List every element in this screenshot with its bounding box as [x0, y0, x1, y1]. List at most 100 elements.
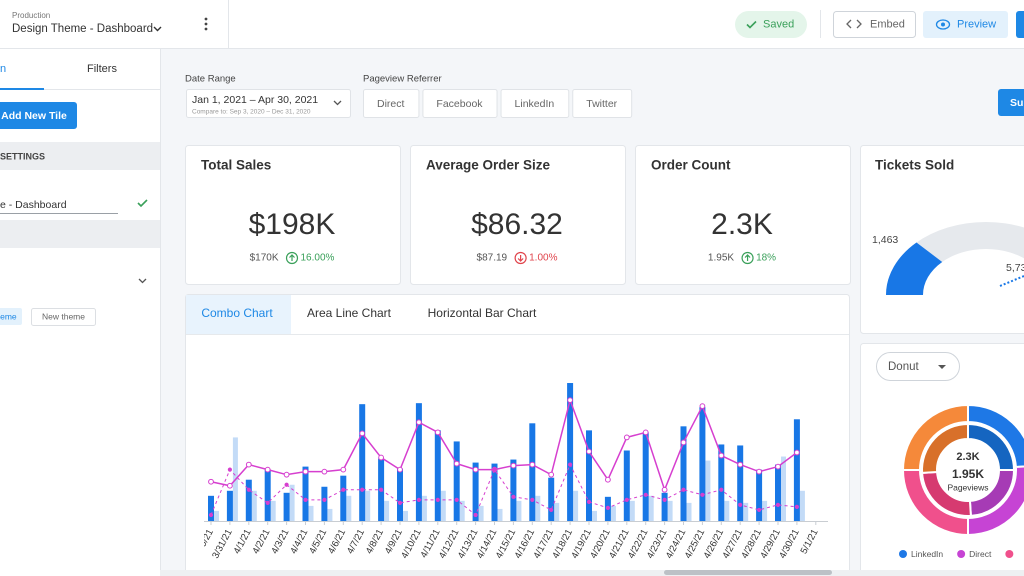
add-tile-label[interactable]: Add New Tile — [1, 110, 67, 122]
legend-swatch — [1005, 550, 1013, 558]
line-point — [795, 450, 800, 455]
line-point — [739, 503, 742, 506]
filter-label: Pageview Referrer — [363, 74, 442, 85]
line-point — [209, 513, 212, 516]
line-point — [531, 498, 534, 501]
bar — [208, 496, 214, 521]
kpi-change: 1.00% — [529, 253, 557, 264]
line-point — [530, 462, 535, 467]
line-point — [417, 498, 420, 501]
bar — [454, 441, 460, 521]
bar — [762, 501, 767, 521]
line-point — [436, 498, 439, 501]
referrer-label[interactable]: Facebook — [436, 98, 483, 110]
bar — [397, 469, 403, 521]
bar — [321, 487, 327, 521]
chip-label[interactable]: heme — [0, 311, 17, 321]
center-label: 2.3K — [956, 451, 979, 463]
kpi-value: $86.32 — [471, 208, 563, 241]
bar — [246, 480, 252, 521]
preview-label[interactable]: Preview — [957, 18, 996, 30]
referrer-label[interactable]: Twitter — [586, 98, 617, 110]
referrer-label[interactable]: Direct — [377, 98, 405, 110]
bar — [384, 501, 389, 521]
bar — [227, 491, 233, 521]
bar — [699, 407, 705, 521]
publish-button[interactable] — [1016, 11, 1024, 38]
chart-tab[interactable]: Combo Chart — [201, 306, 273, 320]
line-point — [701, 493, 704, 496]
bar — [309, 506, 314, 521]
bar — [284, 493, 290, 521]
line-point — [681, 440, 686, 445]
line-point — [304, 498, 307, 501]
chart-tab[interactable]: Horizontal Bar Chart — [428, 306, 537, 320]
bar — [624, 451, 630, 522]
referrer-label[interactable]: LinkedIn — [515, 98, 555, 110]
bar — [479, 506, 484, 521]
bar — [548, 478, 554, 521]
kpi-title: Average Order Size — [426, 158, 551, 173]
bar — [303, 467, 309, 521]
chip-label[interactable]: New theme — [42, 311, 85, 321]
line-point — [624, 435, 629, 440]
kpi-title: Order Count — [651, 158, 731, 173]
bar — [775, 465, 781, 521]
bar — [340, 476, 346, 521]
bar — [403, 511, 408, 521]
line-point — [606, 506, 609, 509]
filter-label: Date Range — [185, 74, 236, 85]
kpi-value: 2.3K — [711, 208, 773, 241]
kpi-previous: 1.95K — [708, 253, 734, 264]
bar — [271, 501, 276, 521]
line-point — [512, 495, 515, 498]
bar — [573, 491, 578, 521]
bar — [498, 509, 503, 521]
embed-label[interactable]: Embed — [870, 18, 905, 30]
saved-label: Saved — [763, 18, 794, 30]
sidebar-tab[interactable]: Filters — [87, 63, 117, 75]
bar — [441, 491, 446, 521]
bar — [643, 432, 649, 521]
compare-range: Compare to: Sep 3, 2020 – Dec 31, 2020 — [192, 109, 311, 116]
line-point — [757, 469, 762, 474]
gauge-max-label: 5,73 — [1006, 262, 1024, 274]
line-point — [758, 508, 761, 511]
line-point — [662, 487, 667, 492]
line-point — [719, 453, 724, 458]
sidebar-tab[interactable]: n — [0, 63, 6, 75]
legend-swatch — [899, 550, 907, 558]
menu-icon[interactable] — [205, 18, 208, 31]
kpi-previous: $87.19 — [477, 253, 508, 264]
bar — [265, 470, 271, 521]
theme-name[interactable]: e - Dashboard — [0, 199, 67, 211]
card-title: Tickets Sold — [875, 158, 954, 173]
date-range[interactable]: Jan 1, 2021 – Apr 30, 2021 — [192, 94, 318, 106]
bar — [359, 404, 365, 521]
legend-swatch — [957, 550, 965, 558]
line-point — [361, 488, 364, 491]
line-point — [398, 501, 401, 504]
line-point — [568, 398, 573, 403]
legend-label[interactable]: Direct — [969, 549, 992, 559]
scrollbar-thumb[interactable] — [664, 570, 832, 575]
bar — [510, 460, 516, 521]
select-label[interactable]: Donut — [888, 361, 919, 373]
line-point — [511, 463, 516, 468]
line-point — [303, 469, 308, 474]
line-point — [587, 500, 590, 503]
bar — [516, 501, 521, 521]
section-header — [0, 220, 160, 248]
line-point — [738, 462, 743, 467]
chart-tab[interactable]: Area Line Chart — [307, 306, 392, 320]
line-point — [644, 493, 647, 496]
environment: Production — [12, 11, 50, 20]
bar — [687, 503, 692, 521]
line-point — [246, 462, 251, 467]
bar — [630, 501, 635, 521]
submit-label[interactable]: Sub — [1010, 97, 1024, 109]
legend-label[interactable]: LinkedIn — [911, 549, 943, 559]
dashboard-title[interactable]: Design Theme - Dashboard — [12, 23, 153, 35]
line-point — [795, 505, 798, 508]
